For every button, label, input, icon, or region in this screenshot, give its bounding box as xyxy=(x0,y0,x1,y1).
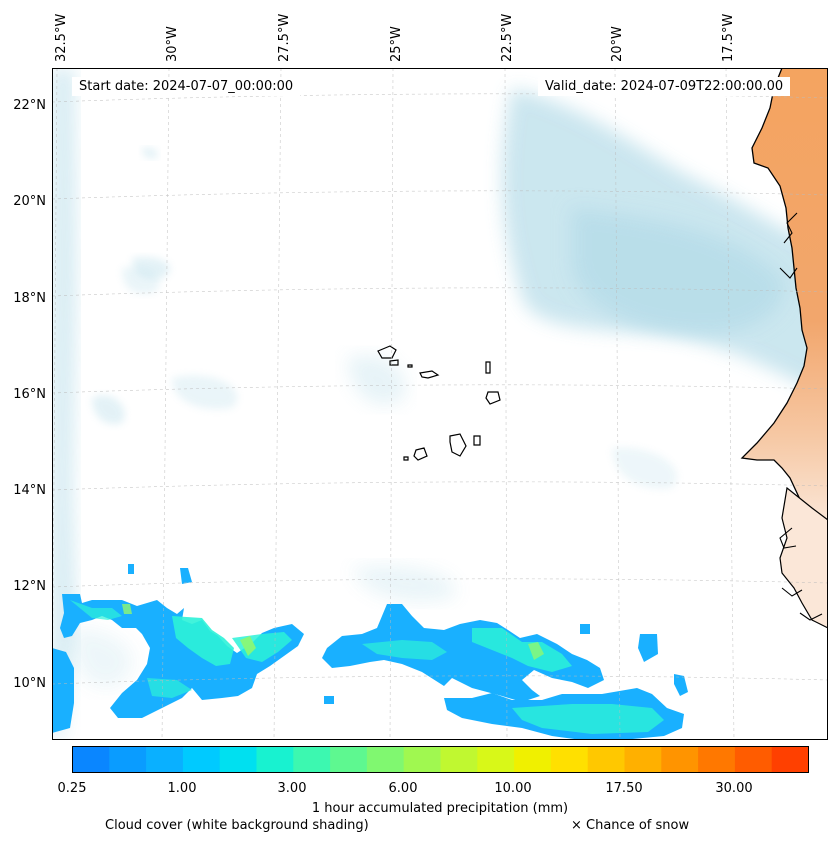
valid-date-label: Valid_date: 2024-07-09T22:00:00.00 xyxy=(538,77,791,96)
lon-tick-label: 30°W xyxy=(165,26,180,62)
lon-tick-label: 17.5°W xyxy=(721,13,736,62)
colorbar-cell xyxy=(72,746,110,773)
colorbar-cell xyxy=(734,746,773,773)
africa-land xyxy=(740,68,828,530)
colorbar-tick-label: 0.25 xyxy=(57,781,87,796)
lon-tick-label: 25°W xyxy=(389,26,404,62)
colorbar-cell xyxy=(182,746,221,773)
lat-tick-label: 22°N xyxy=(13,98,46,113)
colorbar-cell xyxy=(109,746,147,773)
colorbar xyxy=(72,746,809,773)
lat-tick-label: 18°N xyxy=(13,291,46,306)
colorbar-cell xyxy=(550,746,589,773)
colorbar-tick-label: 10.00 xyxy=(494,781,532,796)
lon-tick-label: 22.5°W xyxy=(500,13,515,62)
coast-detail xyxy=(779,527,823,621)
africa-land-south xyxy=(779,486,828,629)
lon-tick-label: 20°W xyxy=(610,26,625,62)
start-date-label: Start date: 2024-07-07_00:00:00 xyxy=(72,77,301,96)
colorbar-cell xyxy=(477,746,515,773)
colorbar-tick-label: 6.00 xyxy=(388,781,418,796)
map-panel xyxy=(52,68,828,740)
colorbar-cell xyxy=(624,746,662,773)
lat-tick-label: 16°N xyxy=(13,387,46,402)
coast-detail xyxy=(779,212,798,279)
colorbar-cell xyxy=(771,746,809,773)
lat-tick-label: 12°N xyxy=(13,579,46,594)
lat-tick-label: 20°N xyxy=(13,194,46,209)
colorbar-tick-label: 30.00 xyxy=(715,781,753,796)
colorbar-cell xyxy=(403,746,441,773)
lat-tick-label: 10°N xyxy=(13,676,46,691)
colorbar-tick-label: 1.00 xyxy=(167,781,197,796)
colorbar-cell xyxy=(256,746,294,773)
colorbar-cell xyxy=(366,746,405,773)
colorbar-cell xyxy=(440,746,478,773)
colorbar-cell xyxy=(698,746,736,773)
precipitation-areas xyxy=(52,564,688,740)
colorbar-tick-label: 3.00 xyxy=(277,781,307,796)
lon-tick-label: 32.5°W xyxy=(54,13,69,62)
colorbar-cell xyxy=(661,746,699,773)
colorbar-cell xyxy=(330,746,368,773)
colorbar-title: 1 hour accumulated precipitation (mm) xyxy=(311,801,569,816)
colorbar-cell xyxy=(293,746,331,773)
cloud-cover-shading xyxy=(52,68,828,740)
lon-tick-label: 27.5°W xyxy=(277,13,292,62)
colorbar-tick-label: 17.50 xyxy=(605,781,643,796)
colorbar-cell xyxy=(146,746,184,773)
colorbar-cell xyxy=(219,746,257,773)
colorbar-frame xyxy=(72,746,809,773)
colorbar-cell xyxy=(514,746,552,773)
cloud-cover-legend: Cloud cover (white background shading) xyxy=(105,818,369,833)
map-frame xyxy=(52,68,828,740)
snow-legend: × Chance of snow xyxy=(571,818,690,833)
cape-verde-islands xyxy=(377,345,501,461)
colorbar-cell xyxy=(587,746,625,773)
lat-tick-label: 14°N xyxy=(13,483,46,498)
